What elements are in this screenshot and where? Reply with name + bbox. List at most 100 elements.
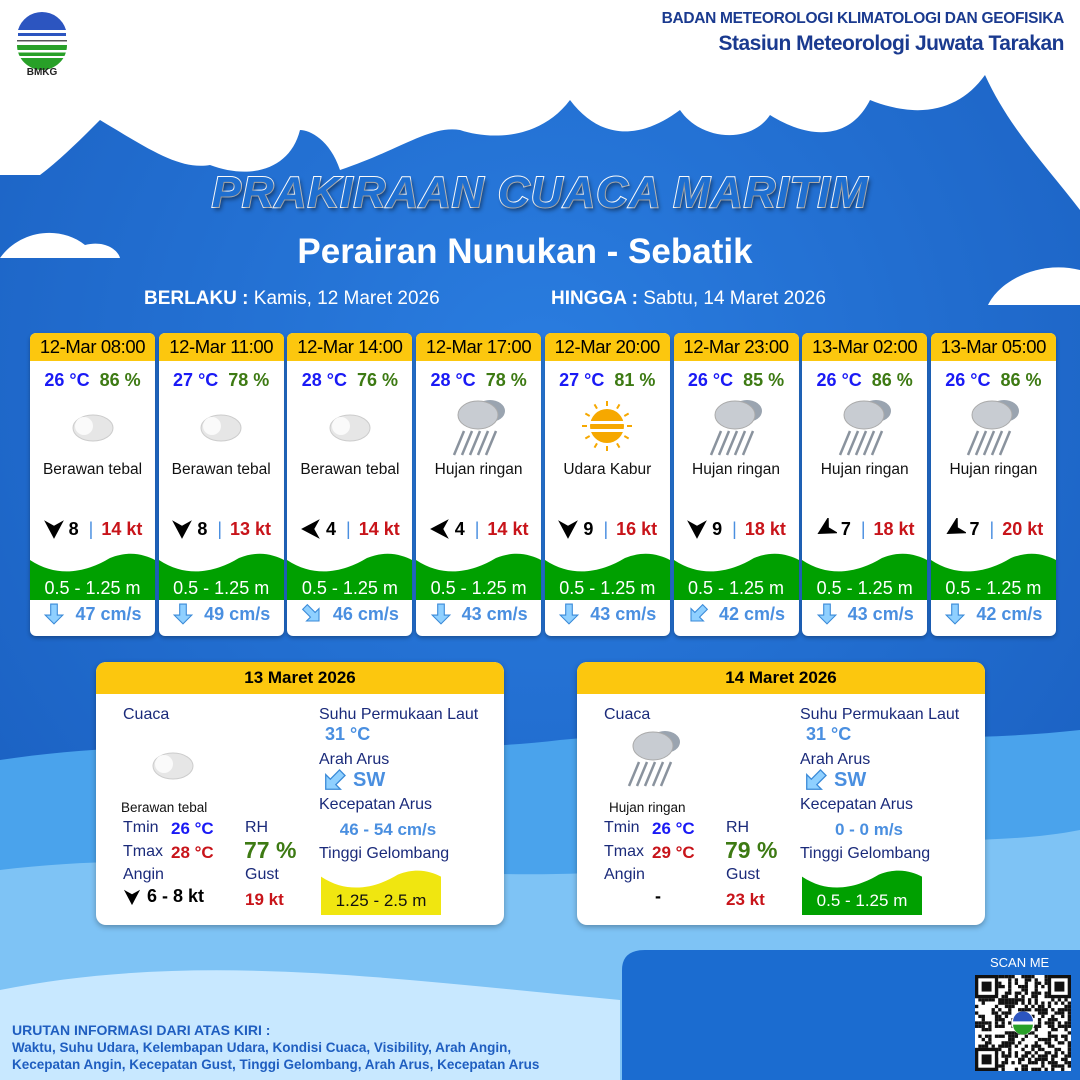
tmin-value: 26 °C [652, 819, 695, 838]
wave-height-value: 0.5 - 1.25 m [301, 578, 398, 598]
humidity: 86 % [99, 370, 141, 390]
air-temperature: 28 °C [430, 370, 476, 390]
gust-value: 23 kt [726, 890, 765, 909]
valid-from: BERLAKU : Kamis, 12 Maret 2026 [144, 288, 440, 310]
light-rain-icon [627, 731, 680, 787]
current-direction-icon [430, 603, 451, 625]
current-direction-icon [690, 603, 709, 622]
humidity: 81 % [614, 370, 656, 390]
weather-condition: Berawan tebal [42, 461, 143, 478]
wind-label: Angin [604, 866, 645, 883]
divider: | [474, 518, 480, 539]
humidity: 85 % [743, 370, 785, 390]
wind-speed: 4 [326, 518, 337, 539]
humidity: 86 % [1000, 370, 1042, 390]
wave-height: 0.5 - 1.25 m [287, 550, 413, 600]
weather-condition: Udara Kabur [563, 461, 652, 478]
air-temperature: 26 °C [44, 370, 90, 390]
light-rain-icon [452, 400, 505, 456]
sst-value: 31 °C [806, 724, 852, 744]
wind-direction-icon [301, 519, 320, 539]
air-temperature: 27 °C [173, 370, 219, 390]
daily-summary-panel: 13 Maret 2026 Cuaca Berawan tebal Tmin 2… [96, 662, 504, 925]
sst-value: 31 °C [325, 724, 371, 744]
wave-height: 0.5 - 1.25 m [416, 550, 542, 600]
wave-height-value: 0.5 - 1.25 m [173, 578, 270, 598]
daily-wind: 6 - 8 kt [123, 886, 204, 907]
wave-shape [321, 870, 441, 915]
forecast-time: 12-Mar 14:00 [287, 333, 413, 361]
legend-title: URUTAN INFORMASI DARI ATAS KIRI : [12, 1022, 271, 1038]
rh-value: 77 % [244, 837, 297, 863]
gust-value: 19 kt [245, 890, 284, 909]
weather-label: Cuaca [123, 706, 170, 723]
wind-speed: 8 [197, 518, 208, 539]
daily-wave: 1.25 - 2.5 m [321, 867, 441, 915]
current-direction-icon [325, 769, 346, 790]
forecast-card: 12-Mar 17:00 28 °C 78 % Hujan ringan 4 | 14… [416, 333, 542, 636]
forecast-time: 13-Mar 05:00 [930, 333, 1056, 361]
divider: | [860, 518, 866, 539]
gust-label: Gust [726, 866, 760, 883]
legend-line-1: Waktu, Suhu Udara, Kelembapan Udara, Kon… [12, 1040, 512, 1055]
gust-speed: 14 kt [101, 518, 143, 539]
daily-condition: Hujan ringan [609, 800, 686, 815]
wave-height-value: 0.5 - 1.25 m [44, 578, 141, 598]
forecast-card: 12-Mar 11:00 27 °C 78 % Berawan tebal 8 | 1… [158, 333, 284, 636]
daily-condition: Berawan tebal [121, 800, 208, 815]
current-direction-label: Arah Arus [800, 751, 871, 768]
weather-label: Cuaca [604, 706, 651, 723]
divider: | [989, 518, 995, 539]
wave-height: 0.5 - 1.25 m [544, 550, 670, 600]
wind-speed: 9 [583, 518, 594, 539]
wind-direction-icon [817, 518, 837, 534]
legend-text: Waktu, Suhu Udara, Kelembapan Udara, Kon… [12, 1039, 539, 1073]
wave-shape [802, 870, 922, 915]
current-direction-icon [301, 603, 320, 622]
wave-label: Tinggi Gelombang [800, 845, 931, 862]
gust-speed: 16 kt [616, 518, 658, 539]
wind-direction-icon [558, 520, 579, 539]
weather-condition: Berawan tebal [300, 461, 400, 478]
qr-code[interactable] [975, 975, 1071, 1071]
gust-speed: 14 kt [487, 518, 529, 539]
current-speed: 43 cm/s [461, 603, 528, 624]
current-speed-label: Kecepatan Arus [319, 796, 432, 813]
weather-condition: Hujan ringan [692, 461, 780, 478]
forecast-time: 13-Mar 02:00 [802, 333, 928, 361]
bmkg-logo: BMKG [17, 12, 67, 78]
divider: | [732, 518, 737, 539]
wind-direction-icon [123, 889, 141, 905]
valid-to-label: HINGGA : [551, 288, 638, 309]
current-speed: 46 cm/s [332, 603, 399, 624]
wind-speed: 4 [454, 518, 465, 539]
light-rain-icon [709, 400, 762, 456]
wave-height: 0.5 - 1.25 m [158, 550, 284, 600]
daily-wind-value: - [655, 886, 661, 906]
forecast-time: 12-Mar 20:00 [544, 333, 670, 361]
air-temperature: 26 °C [945, 370, 991, 390]
current-direction-icon [806, 769, 827, 790]
scan-me-label: SCAN ME [990, 955, 1050, 970]
current-speed-value: 0 - 0 m/s [834, 820, 904, 839]
area-name: Perairan Nunukan - Sebatik [297, 232, 753, 271]
current-speed: 43 cm/s [590, 603, 657, 624]
wave-shape [544, 553, 670, 600]
wave-shape [416, 553, 542, 600]
wind-speed: 7 [840, 518, 851, 539]
wave-height-value: 0.5 - 1.25 m [945, 578, 1042, 598]
current-speed: 43 cm/s [847, 603, 914, 624]
wave-shape [287, 553, 413, 600]
wind-speed: 9 [712, 518, 723, 539]
daily-date: 13 Maret 2026 [96, 662, 504, 694]
forecast-card: 12-Mar 23:00 26 °C 85 % Hujan ringan 9 | 18… [673, 333, 799, 636]
current-direction-icon [173, 603, 194, 625]
divider: | [217, 518, 223, 539]
organization-name: BADAN METEOROLOGI KLIMATOLOGI DAN GEOFIS… [661, 10, 1065, 27]
forecast-card: 12-Mar 20:00 27 °C 81 % Udara Kabur 9 | 16 … [544, 333, 670, 636]
wave-height: 0.5 - 1.25 m [30, 550, 155, 600]
wave-shape [30, 553, 155, 600]
wind-direction-icon [945, 518, 966, 534]
wind-direction-icon [43, 520, 64, 539]
tmax-value: 29 °C [652, 843, 695, 862]
